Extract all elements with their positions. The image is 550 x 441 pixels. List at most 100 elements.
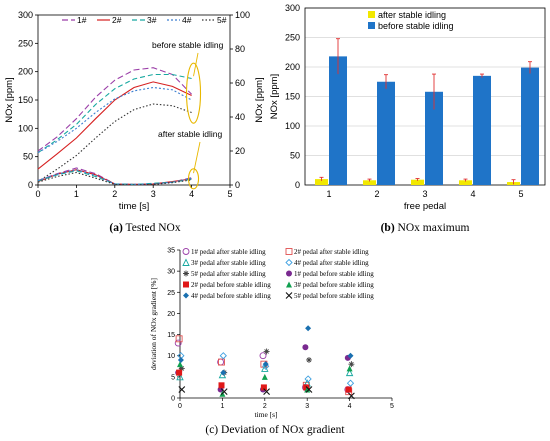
a-legend-label: 5#: [217, 15, 227, 25]
caption-c: (c) Deviation of NOx gradient: [120, 424, 430, 436]
a-legend-label: 3#: [147, 15, 157, 25]
c-legend-marker: [183, 281, 189, 288]
b-xtick-label: 4: [470, 189, 475, 199]
b-xtick-label: 3: [422, 189, 427, 199]
c-ytick-label: 0: [171, 396, 175, 403]
c-ytick-label: 25: [167, 290, 175, 297]
c-legend-marker: [183, 292, 189, 299]
point-2-pedal-before-stable-idling: [345, 386, 352, 393]
point-2-pedal-before-stable-idling: [176, 369, 183, 376]
a-ellipse-after: [187, 168, 200, 190]
point-4-pedal-before-stable-idling: [305, 325, 312, 332]
c-ytick-label: 10: [167, 353, 175, 360]
c-xtick-label: 0: [178, 403, 182, 410]
bar-after-2: [363, 180, 376, 185]
point-2-pedal-after-stable-idling: [218, 358, 225, 366]
point-4-pedal-before-stable-idling: [220, 369, 227, 376]
bar-before-1: [329, 56, 347, 185]
bar-before-5: [521, 67, 539, 185]
c-legend-label: 1# pedal before stable idling: [294, 270, 374, 278]
b-y-axis-title: NOx [ppm]: [269, 74, 280, 119]
point-5-pedal-after-stable-idling: [178, 365, 185, 372]
a-xtick-label: 5: [227, 189, 232, 199]
c-ytick-label: 20: [167, 311, 175, 318]
point-4-pedal-before-stable-idling: [262, 361, 269, 368]
b-xtick-label: 5: [518, 189, 523, 199]
c-legend-marker: [182, 258, 190, 266]
point-5-pedal-before-stable-idling: [263, 388, 270, 396]
a-ytick-right-label: 80: [235, 44, 245, 54]
caption-a-letter: (a): [109, 222, 123, 234]
c-legend-label: 3# pedal after stable idling: [191, 259, 266, 267]
b-ytick-label: 200: [285, 62, 300, 72]
point-3-pedal-before-stable-idling: [261, 373, 268, 380]
b-x-axis-title: free pedal: [404, 201, 446, 212]
c-legend-label: 5# pedal after stable idling: [191, 270, 266, 278]
bar-before-2: [377, 81, 395, 185]
point-4-pedal-before-stable-idling: [347, 352, 354, 359]
caption-b: (b) NOx maximum: [305, 222, 545, 234]
point-5-pedal-before-stable-idling: [348, 392, 355, 400]
point-5-pedal-after-stable-idling: [306, 356, 312, 363]
point-4-pedal-after-stable-idling: [346, 379, 355, 387]
point-3-pedal-after-stable-idling: [345, 368, 354, 377]
c-xtick-label: 4: [348, 403, 352, 410]
caption-b-text: NOx maximum: [397, 222, 470, 234]
b-ytick-label: 100: [285, 121, 300, 131]
c-legend-label: 5# pedal before stable idling: [294, 292, 374, 300]
a-ytick-label: 300: [18, 10, 33, 20]
a-ytick-label: 100: [18, 123, 33, 133]
a-y-axis-right-title: NOx [ppm]: [254, 77, 265, 122]
point-3-pedal-before-stable-idling: [304, 386, 311, 393]
a-y-axis-title: NOx [ppm]: [4, 77, 15, 122]
line-series-before-4#: [37, 86, 192, 154]
point-5-pedal-after-stable-idling: [348, 361, 355, 368]
a-xtick-label: 0: [35, 189, 40, 199]
c-legend-marker: [285, 248, 293, 255]
point-4-pedal-after-stable-idling: [219, 352, 227, 360]
point-5-pedal-before-stable-idling: [305, 386, 313, 393]
point-3-pedal-before-stable-idling: [346, 365, 353, 372]
b-ytick-label: 0: [295, 180, 300, 190]
a-xtick-label: 1: [74, 189, 79, 199]
a-ytick-label: 250: [18, 38, 33, 48]
caption-c-text: (c) Deviation of NOx gradient: [205, 424, 345, 436]
point-1-pedal-after-stable-idling: [259, 352, 267, 360]
a-ytick-right-label: 100: [235, 10, 250, 20]
point-2-pedal-before-stable-idling: [260, 384, 267, 391]
point-4-pedal-after-stable-idling: [262, 362, 270, 370]
c-legend-marker: [286, 270, 292, 277]
caption-a: (a) Tested NOx: [40, 222, 250, 234]
c-ytick-label: 5: [171, 374, 175, 381]
point-5-pedal-after-stable-idling: [263, 348, 270, 355]
c-legend-marker: [285, 292, 293, 299]
c-legend-marker: [286, 281, 292, 288]
a-ytick-right-label: 20: [235, 146, 245, 156]
b-xtick-label: 2: [374, 189, 379, 199]
a-xtick-label: 2: [112, 189, 117, 199]
point-2-pedal-after-stable-idling: [175, 335, 183, 343]
a-legend-label: 4#: [182, 15, 192, 25]
a-xtick-label: 3: [151, 189, 156, 199]
line-series-before-1#: [37, 67, 192, 152]
point-3-pedal-after-stable-idling: [176, 372, 184, 381]
point-1-pedal-after-stable-idling: [174, 339, 182, 347]
c-legend-marker: [183, 270, 189, 277]
line-series-before-5#: [37, 103, 192, 183]
a-annotation-before: before stable idling: [152, 40, 224, 50]
a-ytick-right-label: 0: [235, 180, 240, 190]
b-legend-label: before stable idling: [378, 21, 454, 31]
point-1-pedal-before-stable-idling: [302, 344, 309, 351]
a-x-axis-title: time [s]: [119, 201, 150, 212]
c-legend-marker: [285, 258, 293, 267]
c-legend-label: 2# pedal after stable idling: [294, 248, 369, 256]
c-y-axis-title: deviation of NOx gradient [%]: [149, 278, 158, 370]
a-legend-label: 2#: [112, 15, 122, 25]
point-4-pedal-before-stable-idling: [177, 356, 184, 363]
bar-before-4: [473, 75, 491, 185]
c-xtick-label: 1: [220, 403, 224, 410]
c-xtick-label: 2: [263, 403, 267, 410]
caption-b-letter: (b): [380, 222, 395, 234]
a-ytick-label: 200: [18, 67, 33, 77]
